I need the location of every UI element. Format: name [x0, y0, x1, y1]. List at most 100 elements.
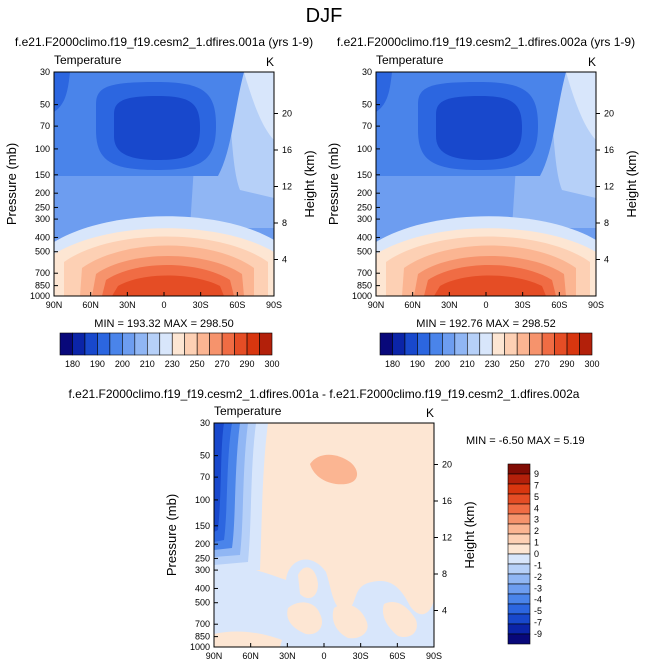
- colorbar-label: 3: [534, 515, 539, 525]
- panel-left-title: Temperature: [376, 53, 444, 67]
- colorbar-swatch: [507, 543, 531, 555]
- difference-panel: f.e21.F2000climo.f19_f19.cesm2_1.dfires.…: [69, 387, 585, 661]
- colorbar-swatch: [84, 332, 98, 356]
- pressure-tick-label: 100: [195, 495, 210, 505]
- colorbar-label: 230: [165, 359, 180, 369]
- contour-field: [376, 72, 596, 296]
- contour-field: [214, 423, 434, 647]
- pressure-tick-label: 400: [357, 232, 372, 242]
- height-tick-label: 16: [282, 145, 292, 155]
- colorbar-swatch: [507, 463, 531, 475]
- pressure-tick-label: 70: [362, 121, 372, 131]
- units-label: K: [266, 55, 274, 69]
- latitude-tick-label: 0: [321, 651, 326, 661]
- pressure-tick-label: 150: [195, 521, 210, 531]
- colorbar-swatch: [209, 332, 223, 356]
- contour-fill-stratospheric-warming: [310, 454, 358, 485]
- colorbar-swatch: [529, 332, 543, 356]
- pressure-tick-label: 200: [357, 188, 372, 198]
- colorbar-swatch: [109, 332, 123, 356]
- colorbar-swatch: [507, 563, 531, 575]
- latitude-tick-label: 30S: [353, 651, 369, 661]
- contour-fill-west-cooling-6: [214, 423, 224, 532]
- pressure-tick-label: 250: [357, 202, 372, 212]
- units-label: K: [426, 406, 434, 420]
- colorbar-label: 4: [534, 503, 539, 513]
- colorbar-swatch: [507, 483, 531, 495]
- latitude-tick-label: 30N: [279, 651, 296, 661]
- pressure-tick-label: 70: [200, 472, 210, 482]
- colorbar-swatch: [507, 493, 531, 505]
- pressure-tick-label: 150: [35, 170, 50, 180]
- contour-fill-warm-7: [112, 275, 224, 296]
- colorbar-label: 250: [510, 359, 525, 369]
- colorbar-swatch: [234, 332, 248, 356]
- pressure-tick-label: 300: [35, 214, 50, 224]
- colorbar-swatch: [246, 332, 260, 356]
- colorbar-swatch: [507, 533, 531, 545]
- colorbar-swatch: [122, 332, 136, 356]
- pressure-tick-label: 30: [200, 418, 210, 428]
- pressure-tick-label: 850: [35, 281, 50, 291]
- colorbar-swatch: [507, 623, 531, 635]
- pressure-tick-label: 1000: [190, 642, 210, 652]
- colorbar-swatch: [579, 332, 593, 356]
- colorbar-label: 2: [534, 526, 539, 536]
- height-tick-label: 8: [282, 218, 287, 228]
- panel-left-title: Temperature: [54, 53, 122, 67]
- colorbar-label: -4: [534, 595, 542, 605]
- pressure-tick-label: 500: [35, 247, 50, 257]
- colorbar-label: -7: [534, 618, 542, 628]
- latitude-tick-label: 90N: [368, 300, 385, 310]
- colorbar-label: -2: [534, 572, 542, 582]
- colorbar-swatch: [392, 332, 406, 356]
- contour-fill-lower-warming-2: [287, 602, 323, 635]
- contour-fill-warm-7: [434, 275, 546, 296]
- colorbar-label: 300: [264, 359, 279, 369]
- colorbar-label: 1: [534, 538, 539, 548]
- contour-fill-lower-warming-1: [298, 567, 318, 599]
- colorbar-swatch: [146, 332, 161, 356]
- latitude-tick-label: 0: [483, 300, 488, 310]
- colorbar-swatch: [566, 332, 580, 356]
- height-tick-label: 12: [442, 532, 452, 542]
- colorbar-label: 300: [584, 359, 599, 369]
- panel-title: f.e21.F2000climo.f19_f19.cesm2_1.dfires.…: [15, 35, 313, 49]
- latitude-axis: 90N 60N 30N 0 30S 60S 90S: [368, 292, 604, 310]
- colorbar-swatch: [72, 332, 86, 356]
- colorbar-label: -5: [534, 606, 542, 616]
- pressure-tick-label: 300: [195, 565, 210, 575]
- latitude-tick-label: 90S: [588, 300, 604, 310]
- colorbar-swatch: [507, 553, 531, 565]
- contour-fill-polar-vortex: [376, 72, 392, 112]
- height-tick-label: 16: [442, 496, 452, 506]
- latitude-tick-label: 60N: [404, 300, 421, 310]
- colorbar-swatch: [171, 332, 186, 356]
- colorbar-label: 0: [534, 549, 539, 559]
- pressure-tick-label: 30: [40, 67, 50, 77]
- colorbar-swatch: [507, 613, 531, 625]
- pressure-tick-label: 500: [357, 247, 372, 257]
- pressure-tick-label: 250: [35, 202, 50, 212]
- contour-fill-lower-cooling: [214, 559, 434, 647]
- height-tick-label: 20: [604, 108, 614, 118]
- pressure-tick-label: 50: [362, 100, 372, 110]
- height-tick-label: 8: [442, 569, 447, 579]
- pressure-tick-label: 200: [195, 539, 210, 549]
- temperature-panel-002a: f.e21.F2000climo.f19_f19.cesm2_1.dfires.…: [326, 35, 639, 330]
- colorbar-label: 270: [215, 359, 230, 369]
- colorbar-swatch: [507, 633, 531, 645]
- colorbar-label: 5: [534, 492, 539, 502]
- colorbar-swatch: [507, 523, 531, 535]
- height-tick-label: 20: [442, 459, 452, 469]
- pressure-tick-label: 70: [40, 121, 50, 131]
- pressure-tick-label: 400: [195, 583, 210, 593]
- y-axis-label: Pressure (mb): [4, 143, 19, 225]
- colorbar-swatch: [507, 513, 531, 525]
- pressure-tick-label: 700: [35, 268, 50, 278]
- latitude-tick-label: 90S: [266, 300, 282, 310]
- colorbar-swatch: [554, 332, 568, 356]
- colorbar-label: 180: [385, 359, 400, 369]
